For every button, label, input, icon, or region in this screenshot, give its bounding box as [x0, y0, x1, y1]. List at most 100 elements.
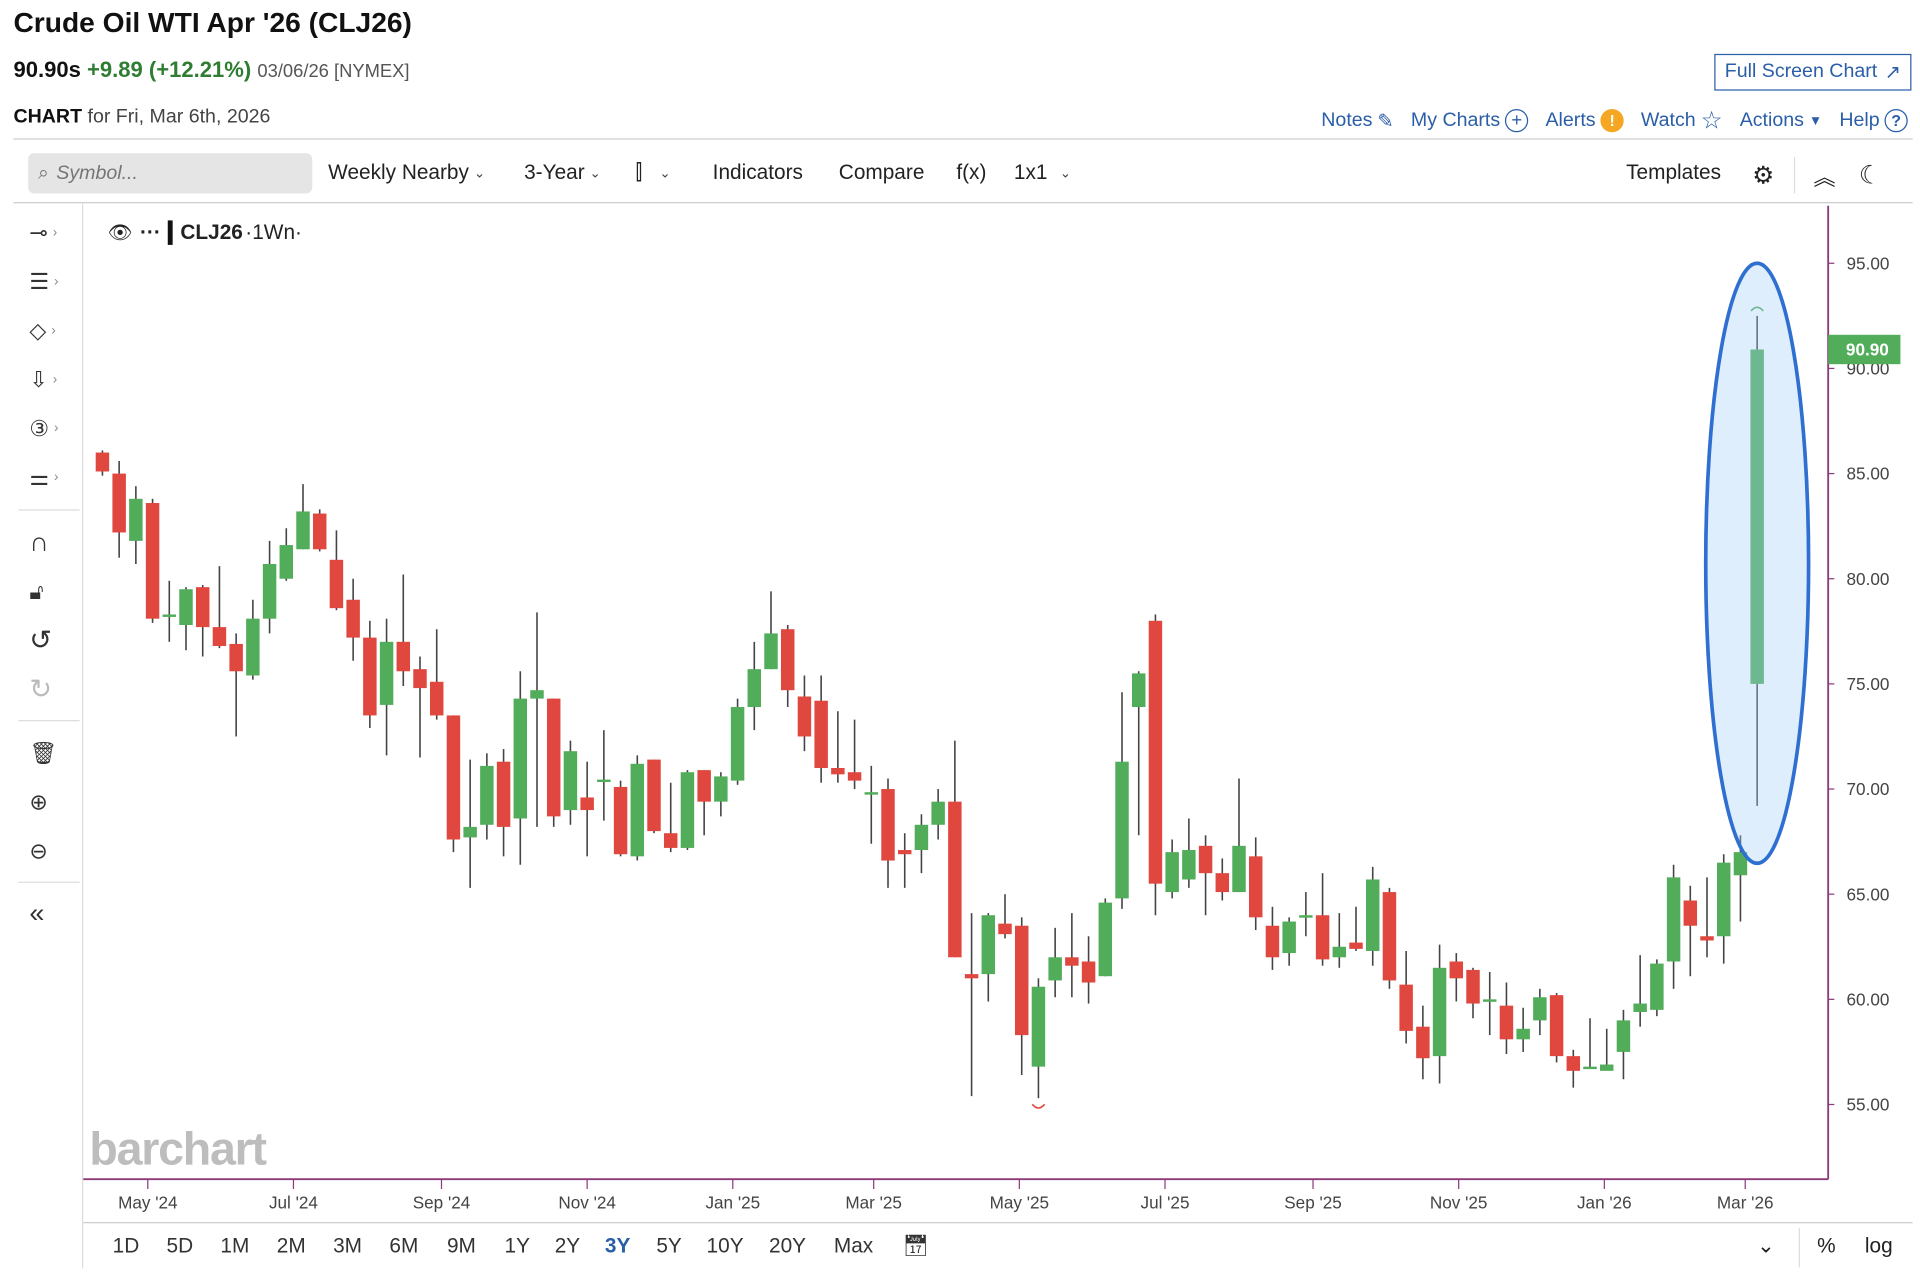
price-chart[interactable]: 55.0060.0065.0070.0075.0080.0085.0090.00… — [0, 0, 1920, 1225]
compare-button[interactable]: Compare — [838, 160, 925, 184]
y-tick-label: 85.00 — [1847, 464, 1890, 484]
range-20y[interactable]: 20Y — [768, 1234, 807, 1258]
trash-icon[interactable]: 🗑︎ — [29, 740, 58, 765]
candle-body — [296, 511, 310, 550]
range-10y[interactable]: 10Y — [706, 1234, 744, 1258]
undo-icon[interactable]: ↺ — [29, 624, 52, 656]
candle-body — [363, 637, 377, 716]
candle-body — [1182, 850, 1196, 880]
log-toggle[interactable]: log — [1864, 1234, 1893, 1258]
line-tool-icon[interactable]: ⊸ › — [29, 219, 58, 245]
period-dropdown[interactable]: Weekly Nearby ⌄ — [328, 160, 485, 184]
chevron-down-icon: ⌄ — [659, 165, 671, 181]
candle-body — [647, 759, 661, 832]
indicators-button[interactable]: Indicators — [712, 160, 803, 184]
symbol-search[interactable]: ⌕ — [28, 153, 313, 194]
templates-button[interactable]: Templates — [1626, 160, 1722, 184]
collapse-up-icon[interactable]: ︽ — [1813, 165, 1836, 190]
quote-meta: 03/06/26 [NYMEX] — [257, 61, 410, 83]
measure-tool-icon[interactable]: ⚌ › — [29, 464, 59, 490]
range-5y[interactable]: 5Y — [656, 1234, 682, 1258]
candle-body — [1232, 845, 1246, 893]
range-1y[interactable]: 1Y — [504, 1234, 530, 1258]
range-6m[interactable]: 6M — [389, 1234, 419, 1258]
candle-body — [780, 629, 795, 691]
candle-body — [1549, 995, 1564, 1057]
notes-link[interactable]: Notes ✎ — [1321, 108, 1393, 132]
fibonacci-tool-icon[interactable]: ☰ › — [29, 268, 59, 294]
candle-body — [1750, 349, 1764, 684]
range-dropdown[interactable]: 3-Year ⌄ — [524, 160, 601, 184]
legend-interval: ·1Wn· — [245, 220, 302, 244]
eye-icon[interactable]: 👁︎ — [107, 222, 133, 244]
full-screen-chart-button[interactable]: Full Screen Chart ↗ — [1714, 53, 1912, 91]
range-2y[interactable]: 2Y — [554, 1234, 581, 1258]
chart-type-dropdown[interactable]: ⫿ ⌄ — [636, 160, 671, 184]
header-links: Notes ✎ My Charts + Alerts! Watch ☆ Actions… — [1321, 105, 1908, 136]
layout-dropdown[interactable]: 1x1 ⌄ — [1014, 160, 1071, 184]
candle-body — [1065, 957, 1079, 966]
my-charts-label: My Charts — [1410, 109, 1501, 131]
fx-button[interactable]: f(x) — [956, 160, 987, 184]
x-tick-label: Jan '26 — [1577, 1193, 1632, 1213]
divider — [1798, 1228, 1801, 1268]
legend-menu[interactable]: ··· — [139, 220, 161, 244]
candle-body — [964, 974, 979, 979]
help-link[interactable]: Help? — [1839, 108, 1908, 133]
number-marker-tool-icon[interactable]: ③ › — [29, 415, 59, 441]
actions-menu[interactable]: Actions ▼ — [1740, 110, 1822, 132]
percent-toggle[interactable]: % — [1817, 1234, 1836, 1258]
highlight-ellipse — [1703, 261, 1811, 866]
shape-tool-icon[interactable]: ◇ › — [29, 317, 56, 343]
chart-legend: 👁︎ ··· CLJ26 ·1Wn· — [107, 220, 302, 245]
my-charts-link[interactable]: My Charts + — [1410, 108, 1529, 133]
candle-body — [847, 772, 862, 781]
candle-body — [1399, 984, 1413, 1031]
candle-body — [764, 633, 778, 670]
candle-body — [396, 641, 411, 672]
calendar-icon[interactable]: 📅︎ — [902, 1234, 929, 1258]
candle-body — [246, 618, 260, 676]
magnet-icon[interactable]: ∩ — [29, 526, 49, 558]
candle-body — [563, 751, 578, 811]
range-9m[interactable]: 9M — [446, 1234, 476, 1258]
chart-date: CHART for Fri, Mar 6th, 2026 — [13, 107, 270, 129]
candle-body — [1282, 921, 1296, 954]
actions-label: Actions — [1739, 109, 1804, 131]
candle-body — [881, 789, 895, 861]
watch-link[interactable]: Watch ☆ — [1641, 105, 1723, 136]
unlock-icon[interactable]: 🔓︎ — [29, 578, 44, 604]
arrow-down-tool-icon[interactable]: ⇩ › — [29, 366, 58, 392]
candle-body — [1733, 852, 1748, 876]
dark-mode-moon-icon[interactable]: ☾ — [1858, 161, 1882, 190]
candle-body — [1081, 961, 1096, 983]
candle-body — [1599, 1064, 1614, 1071]
range-3y[interactable]: 3Y — [604, 1234, 631, 1258]
help-icon: ? — [1884, 108, 1908, 133]
x-tick-label: Jan '25 — [705, 1193, 760, 1213]
range-3m[interactable]: 3M — [333, 1234, 362, 1258]
range-1d[interactable]: 1D — [112, 1234, 140, 1258]
candle-body — [897, 850, 912, 855]
y-tick-label: 75.00 — [1847, 674, 1890, 694]
zoom-out-icon[interactable]: ⊖ — [29, 838, 48, 863]
gear-icon[interactable]: ⚙ — [1752, 162, 1775, 190]
candle-body — [546, 698, 561, 817]
collapse-left-icon[interactable]: « — [29, 897, 45, 929]
range-2m[interactable]: 2M — [276, 1234, 306, 1258]
candle-body — [1365, 879, 1380, 951]
range-1m[interactable]: 1M — [220, 1234, 250, 1258]
zoom-in-icon[interactable]: ⊕ — [29, 789, 48, 814]
chevron-down-icon: ⌄ — [473, 165, 486, 181]
redo-icon[interactable]: ↻ — [29, 673, 52, 705]
candle-body — [312, 513, 327, 550]
candle-body — [597, 779, 611, 783]
x-tick-label: Mar '25 — [845, 1193, 902, 1213]
range-max[interactable]: Max — [833, 1234, 874, 1258]
candle-body — [1633, 1003, 1647, 1012]
symbol-input[interactable] — [56, 162, 277, 185]
candle-body — [1031, 986, 1046, 1067]
alerts-link[interactable]: Alerts! — [1545, 108, 1624, 133]
chevrons-down-icon[interactable]: ⌄ — [1757, 1234, 1775, 1258]
range-5d[interactable]: 5D — [166, 1234, 194, 1258]
